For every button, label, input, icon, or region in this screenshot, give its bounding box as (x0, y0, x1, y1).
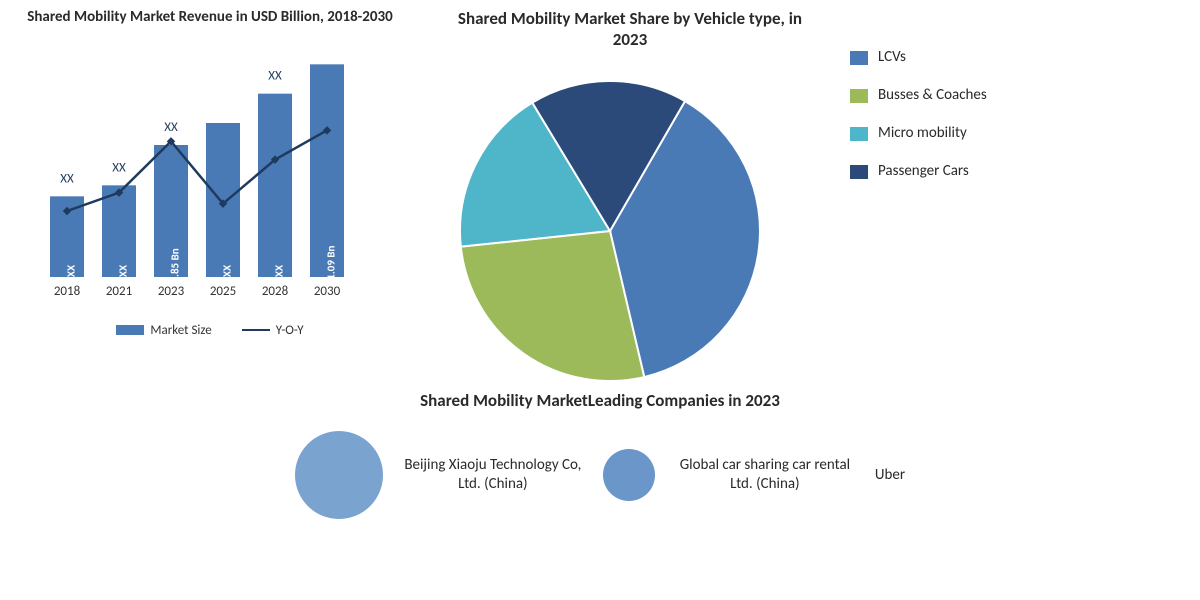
legend-yoy-label: Y-O-Y (276, 323, 304, 338)
bar-chart-legend: Market Size Y-O-Y (20, 323, 400, 338)
pie-legend-label: Passenger Cars (878, 162, 969, 180)
legend-market-size: Market Size (116, 323, 211, 338)
company-bubble (603, 449, 655, 501)
companies-panel: Shared Mobility MarketLeading Companies … (0, 380, 1200, 529)
x-axis-label: 2028 (262, 284, 289, 299)
pie-legend-label: Busses & Coaches (878, 86, 987, 104)
bar-top-label: XX (164, 120, 178, 135)
company-label: Beijing Xiaoju Technology Co, Ltd. (Chin… (403, 456, 583, 494)
company-label: Global car sharing car rental Ltd. (Chin… (675, 456, 855, 494)
pie-legend-item: Passenger Cars (850, 162, 987, 180)
pie-legend: LCVs Busses & Coaches Micro mobility Passen… (820, 8, 987, 372)
bar (102, 185, 136, 277)
legend-yoy: Y-O-Y (242, 323, 304, 338)
x-axis-label: 2018 (54, 284, 81, 299)
pie-legend-item: Busses & Coaches (850, 86, 987, 104)
companies-row: Beijing Xiaoju Technology Co, Ltd. (Chin… (40, 431, 1160, 519)
bar-inside-label: XX (65, 264, 78, 277)
legend-market-size-label: Market Size (150, 323, 211, 338)
bar-top-label: XX (268, 68, 282, 83)
x-axis-label: 2025 (210, 284, 236, 299)
pie-legend-label: Micro mobility (878, 124, 967, 142)
bar-top-label: XX (60, 171, 74, 186)
company-label: Uber (875, 466, 905, 485)
pie-chart-svg (440, 61, 800, 391)
pie-chart-title: Shared Mobility Market Share by Vehicle … (440, 8, 820, 51)
pie-legend-swatch (850, 127, 868, 141)
bar-chart-svg: XXXX2018XXXX2021XX200.85 Bn2023XX2025XXX… (20, 37, 380, 317)
pie-legend-label: LCVs (878, 48, 906, 66)
bar-inside-label: XX (117, 264, 130, 277)
bar-inside-label: XX (273, 264, 286, 277)
pie-legend-swatch (850, 51, 868, 65)
bar-inside-label: XX (221, 264, 234, 277)
pie-legend-swatch (850, 165, 868, 179)
company-bubble (295, 431, 383, 519)
bar-top-label: XX (112, 160, 126, 175)
bar (310, 64, 344, 277)
bar-chart-panel: Shared Mobility Market Revenue in USD Bi… (0, 0, 420, 380)
x-axis-label: 2023 (158, 284, 185, 299)
legend-line-swatch (242, 329, 270, 331)
pie-legend-item: LCVs (850, 48, 987, 66)
pie-chart-panel: Shared Mobility Market Share by Vehicle … (420, 0, 1200, 380)
pie-legend-swatch (850, 89, 868, 103)
companies-title: Shared Mobility MarketLeading Companies … (40, 390, 1160, 411)
bar-chart-title: Shared Mobility Market Revenue in USD Bi… (20, 8, 400, 27)
x-axis-label: 2030 (314, 284, 341, 299)
legend-bar-swatch (116, 325, 144, 335)
bar (258, 93, 292, 276)
x-axis-label: 2021 (106, 284, 132, 299)
pie-legend-item: Micro mobility (850, 124, 987, 142)
